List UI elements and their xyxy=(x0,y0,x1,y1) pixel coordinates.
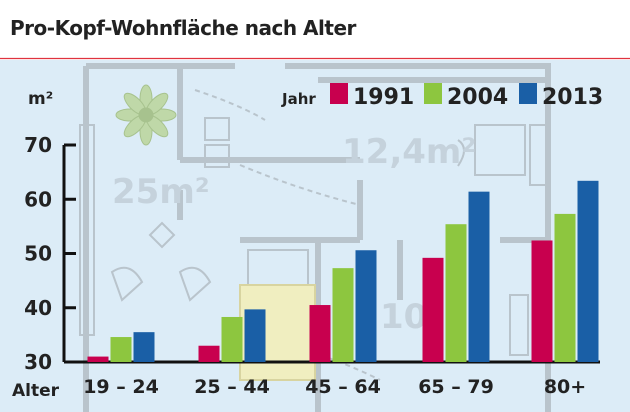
legend-label-2013: 2013 xyxy=(542,85,603,110)
x-tick-label-3: 45 – 64 xyxy=(305,376,381,398)
bar-2004-2 xyxy=(221,316,243,362)
legend-label-1991: 1991 xyxy=(353,85,414,110)
bar-1991-5 xyxy=(531,240,553,362)
bar-2013-2 xyxy=(244,309,266,362)
bar-1991-4 xyxy=(422,257,444,362)
y-tick-label-30: 30 xyxy=(24,350,52,374)
bar-1991-2 xyxy=(198,345,220,362)
bar-2013-5 xyxy=(577,180,599,362)
legend-swatch-2004 xyxy=(424,83,442,104)
x-axis-tick-labels: 19 – 24 25 – 44 45 – 64 65 – 79 80+ xyxy=(83,376,586,398)
y-tick-label-40: 40 xyxy=(24,296,52,320)
x-tick-label-2: 25 – 44 xyxy=(194,376,270,398)
y-tick-label-70: 70 xyxy=(24,133,52,157)
bar-2004-3 xyxy=(332,268,354,362)
legend-swatch-2013 xyxy=(519,83,537,104)
legend-title: Jahr xyxy=(281,90,316,108)
bar-2013-3 xyxy=(355,250,377,362)
bar-2013-1 xyxy=(133,332,155,362)
legend-swatch-1991 xyxy=(330,83,348,104)
x-tick-label-5: 80+ xyxy=(544,376,586,398)
room-label-1: 25m² xyxy=(112,172,210,212)
x-tick-label-4: 65 – 79 xyxy=(418,376,494,398)
bar-2013-4 xyxy=(468,191,490,362)
chart-title: Pro-Kopf-Wohnfläche nach Alter xyxy=(10,16,356,40)
legend-label-2004: 2004 xyxy=(447,85,508,110)
bar-1991-1 xyxy=(87,356,109,362)
x-tick-label-1: 19 – 24 xyxy=(83,376,159,398)
bar-2004-4 xyxy=(445,224,467,362)
bar-2004-5 xyxy=(554,213,576,362)
legend: Jahr 1991 2004 2013 xyxy=(281,83,603,110)
bar-1991-3 xyxy=(309,305,331,362)
y-tick-label-50: 50 xyxy=(24,242,52,266)
y-tick-label-60: 60 xyxy=(24,187,52,211)
bar-2004-1 xyxy=(110,337,132,362)
bars xyxy=(87,180,599,362)
x-axis-label: Alter xyxy=(12,381,60,401)
y-axis-unit: m² xyxy=(28,89,53,109)
room-label-2: 12,4m² xyxy=(342,132,476,172)
plant-icon xyxy=(115,84,177,146)
